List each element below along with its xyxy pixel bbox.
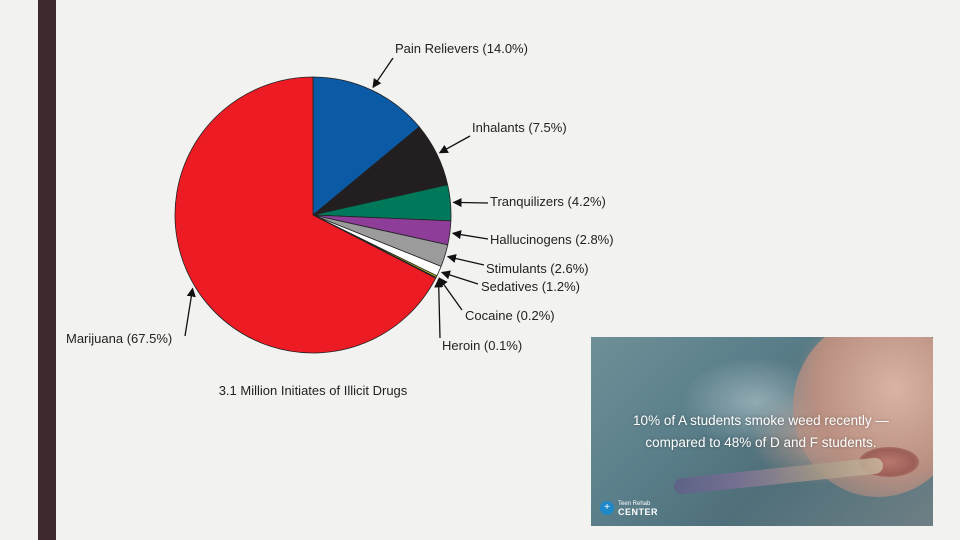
label-arrows xyxy=(184,57,489,339)
label-arrow xyxy=(434,278,444,339)
slice-label: Heroin (0.1%) xyxy=(442,338,522,353)
label-arrow xyxy=(372,57,394,89)
label-arrow xyxy=(452,197,489,208)
chart-title: 3.1 Million Initiates of Illicit Drugs xyxy=(219,383,408,398)
slide-left-bar xyxy=(38,0,56,540)
pie-slice xyxy=(174,76,437,354)
caption-line-2: compared to 48% of D and F students. xyxy=(645,435,877,450)
smoking-photo: 10% of A students smoke weed recently — … xyxy=(591,337,933,526)
slice-label: Marijuana (67.5%) xyxy=(66,331,172,346)
slice-label: Hallucinogens (2.8%) xyxy=(490,232,614,247)
label-arrow xyxy=(438,277,463,311)
label-arrow xyxy=(446,254,485,266)
plus-icon: + xyxy=(600,501,614,515)
slice-label: Sedatives (1.2%) xyxy=(481,279,580,294)
label-arrow xyxy=(440,270,479,285)
slice-label: Inhalants (7.5%) xyxy=(472,120,567,135)
slice-label: Pain Relievers (14.0%) xyxy=(395,41,528,56)
pie-slices xyxy=(174,76,452,354)
label-arrow xyxy=(184,287,196,337)
slice-labels: Pain Relievers (14.0%) Inhalants (7.5%) Tr… xyxy=(66,41,614,353)
photo-caption: 10% of A students smoke weed recently — … xyxy=(611,410,911,454)
teen-rehab-logo: + Teen Rehab CENTER xyxy=(600,500,659,517)
logo-big-text: CENTER xyxy=(618,507,659,517)
pie-slice xyxy=(312,76,420,216)
slice-label: Tranquilizers (4.2%) xyxy=(490,194,606,209)
slice-label: Cocaine (0.2%) xyxy=(465,308,555,323)
slice-label: Stimulants (2.6%) xyxy=(486,261,589,276)
caption-line-1: 10% of A students smoke weed recently — xyxy=(633,413,889,428)
logo-small-text: Teen Rehab xyxy=(618,501,651,507)
label-arrow xyxy=(438,135,471,154)
label-arrow xyxy=(451,230,489,240)
